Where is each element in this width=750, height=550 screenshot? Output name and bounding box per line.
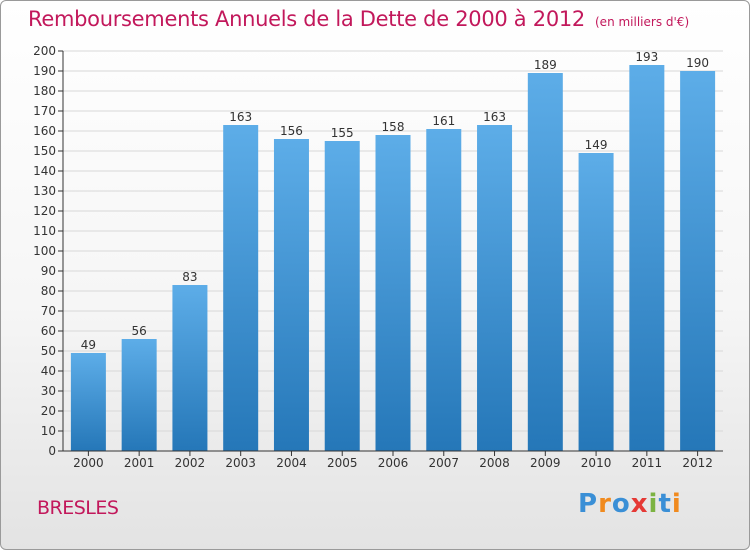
y-tick-label: 0 [48,444,56,458]
bar-value-label: 190 [686,56,709,70]
chart-frame: Remboursements Annuels de la Dette de 20… [0,0,750,550]
y-tick-label: 100 [33,244,56,258]
logo-letter: r [598,489,612,519]
bar-value-label: 193 [635,50,658,64]
bar [528,73,563,451]
x-tick-label: 2010 [581,456,612,470]
logo-letter: i [649,489,659,519]
bar [629,65,664,451]
logo-letter: P [578,489,598,519]
x-tick-label: 2003 [225,456,256,470]
bar-value-label: 149 [585,138,608,152]
y-tick-label: 20 [41,404,56,418]
x-tick-label: 2009 [530,456,561,470]
bar-value-label: 156 [280,124,303,138]
bar [223,125,258,451]
x-tick-label: 2007 [428,456,459,470]
bar [274,139,309,451]
bar [376,135,411,451]
bar-value-label: 161 [432,114,455,128]
y-tick-label: 160 [33,124,56,138]
bar [71,353,106,451]
bar-value-label: 163 [483,110,506,124]
commune-name: BRESLES [37,497,118,519]
logo-letter: o [612,489,631,519]
y-tick-label: 10 [41,424,56,438]
bar-value-label: 49 [81,338,96,352]
y-tick-label: 200 [33,44,56,58]
y-tick-label: 30 [41,384,56,398]
y-tick-label: 60 [41,324,56,338]
bar-value-label: 189 [534,58,557,72]
bar-value-label: 83 [182,270,197,284]
y-tick-label: 130 [33,184,56,198]
x-tick-label: 2012 [682,456,713,470]
bar-chart: 49 56 83 163 156 155 158 161 163 189 149 193 190 0 10… [1,1,750,481]
x-tick-label: 2006 [378,456,409,470]
bar-value-label: 155 [331,126,354,140]
y-tick-label: 180 [33,84,56,98]
logo-letter: i [672,489,682,519]
x-tick-label: 2001 [124,456,155,470]
y-tick-label: 80 [41,284,56,298]
y-tick-label: 120 [33,204,56,218]
y-tick-label: 150 [33,144,56,158]
x-tick-label: 2005 [327,456,358,470]
y-tick-label: 40 [41,364,56,378]
bar [426,129,461,451]
y-tick-label: 90 [41,264,56,278]
x-tick-label: 2000 [73,456,104,470]
bar-value-label: 56 [132,324,147,338]
bar-value-label: 158 [382,120,405,134]
x-tick-label: 2011 [632,456,663,470]
x-tick-label: 2004 [276,456,307,470]
y-tick-label: 140 [33,164,56,178]
logo-letter: t [658,489,671,519]
y-tick-label: 170 [33,104,56,118]
x-tick-label: 2002 [175,456,206,470]
bar [122,339,157,451]
bar [579,153,614,451]
bar [325,141,360,451]
proxiti-logo[interactable]: Proxiti [578,489,682,519]
logo-letter: x [631,489,649,519]
bar [477,125,512,451]
y-tick-label: 190 [33,64,56,78]
bar [680,71,715,451]
y-tick-label: 70 [41,304,56,318]
y-tick-label: 50 [41,344,56,358]
bar-value-label: 163 [229,110,252,124]
y-tick-label: 110 [33,224,56,238]
bar [172,285,207,451]
x-tick-label: 2008 [479,456,510,470]
